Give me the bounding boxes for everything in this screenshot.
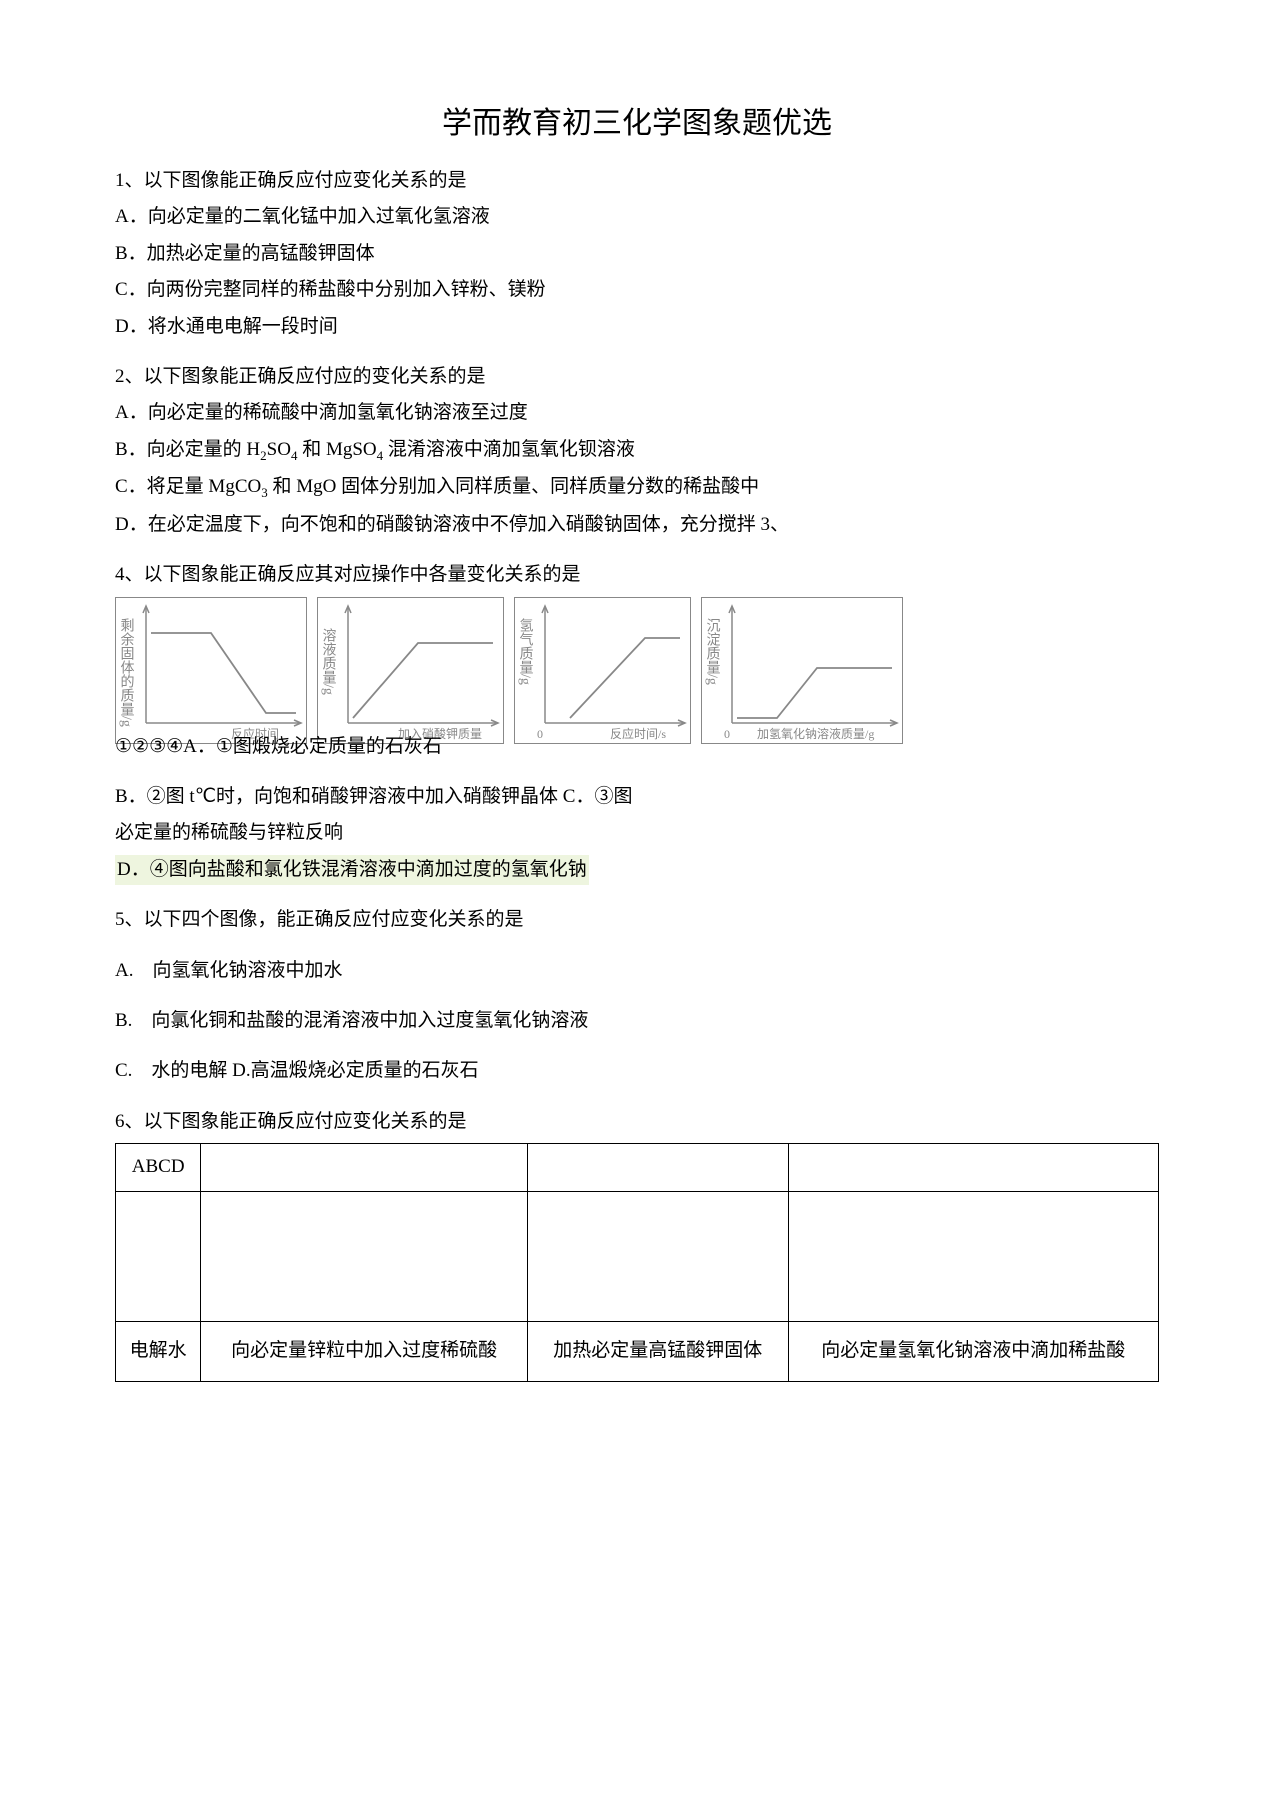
q2-option-a: A．向必定量的稀硫酸中滴加氢氧化钠溶液至过度 [115,398,1159,428]
q5-option-b: B. 向氯化铜和盐酸的混淆溶液中加入过度氢氧化钠溶液 [115,1006,1159,1036]
q2-stem: 2、以下图象能正确反应付应的变化关系的是 [115,362,1159,392]
q6-label-cell: 向必定量氢氧化钠溶液中滴加稀盐酸 [788,1321,1158,1381]
q6-header-cell-empty [788,1144,1158,1191]
q1-option-d: D．将水通电电解一段时间 [115,312,1159,342]
q1-option-c: C．向两份完整同样的稀盐酸中分别加入锌粉、镁粉 [115,275,1159,305]
q2-option-d: D．在必定温度下，向不饱和的硝酸钠溶液中不停加入硝酸钠固体，充分搅拌 3、 [115,510,1159,540]
q4-option-bc-line2: 必定量的稀硫酸与锌粒反响 [115,818,1159,848]
table-row [116,1191,1159,1321]
table-row: 电解水 向必定量锌粒中加入过度稀硫酸 加热必定量高锰酸钾固体 向必定量氢氧化钠溶… [116,1321,1159,1381]
q4-stem: 4、以下图象能正确反应其对应操作中各量变化关系的是 [115,560,1159,590]
q4-option-d: D．④图向盐酸和氯化铁混淆溶液中滴加过度的氢氧化钠 [115,855,1159,885]
svg-text:沉淀质量/g: 沉淀质量/g [705,618,721,685]
q4-option-bc: B．②图 t℃时，向饱和硝酸钾溶液中加入硝酸钾晶体 C．③图 [115,782,1159,812]
q6-img-cell [116,1191,201,1321]
q5-option-c: C. 水的电解 D.高温煅烧必定质量的石灰石 [115,1056,1159,1086]
q1-option-b: B．加热必定量的高锰酸钾固体 [115,239,1159,269]
q6-label-cell: 电解水 [116,1321,201,1381]
q6-img-cell [201,1191,528,1321]
q6-header-cell: ABCD [116,1144,201,1191]
q5-option-a: A. 向氢氧化钠溶液中加水 [115,956,1159,986]
q4-chart-2: 溶液质量/g 加入硝酸钾质量 [317,597,504,744]
q6-stem: 6、以下图象能正确反应付应变化关系的是 [115,1107,1159,1137]
table-row: ABCD [116,1144,1159,1191]
q4-overlap-text: ①②③④A．①图煅烧必定质量的石灰石 [115,732,1159,762]
q2-option-b: B．向必定量的 H2SO4 和 MgSO4 混淆溶液中滴加氢氧化钡溶液 [115,435,1159,467]
q6-table: ABCD 电解水 向必定量锌粒中加入过度稀硫酸 加热必定量高锰酸钾固体 向必定量… [115,1143,1159,1381]
q6-header-cell-empty [527,1144,788,1191]
page-title: 学而教育初三化学图象题优选 [115,100,1159,148]
q5-stem: 5、以下四个图像，能正确反应付应变化关系的是 [115,905,1159,935]
q4-chart-4: 沉淀质量/g 0 加氢氧化钠溶液质量/g [701,597,903,744]
q2-option-c: C．将足量 MgCO3 和 MgO 固体分别加入同样质量、同样质量分数的稀盐酸中 [115,472,1159,504]
q4-chart-1: 剩余固体的质量/g 反应时间 [115,597,307,744]
q1-stem: 1、以下图像能正确反应付应变化关系的是 [115,166,1159,196]
q6-header-cell-empty [201,1144,528,1191]
svg-text:剩余固体的质量/g: 剩余固体的质量/g [119,618,135,727]
q4-charts: 剩余固体的质量/g 反应时间 溶液质量/g 加入硝酸钾质量 氢气质量/g 0 反… [115,597,1159,744]
q1-option-a: A．向必定量的二氧化锰中加入过氧化氢溶液 [115,202,1159,232]
q6-label-cell: 向必定量锌粒中加入过度稀硫酸 [201,1321,528,1381]
svg-text:溶液质量/g: 溶液质量/g [321,628,337,695]
q4-chart-3: 氢气质量/g 0 反应时间/s [514,597,691,744]
q6-label-cell: 加热必定量高锰酸钾固体 [527,1321,788,1381]
q6-img-cell [788,1191,1158,1321]
q6-img-cell [527,1191,788,1321]
svg-text:氢气质量/g: 氢气质量/g [518,618,534,685]
